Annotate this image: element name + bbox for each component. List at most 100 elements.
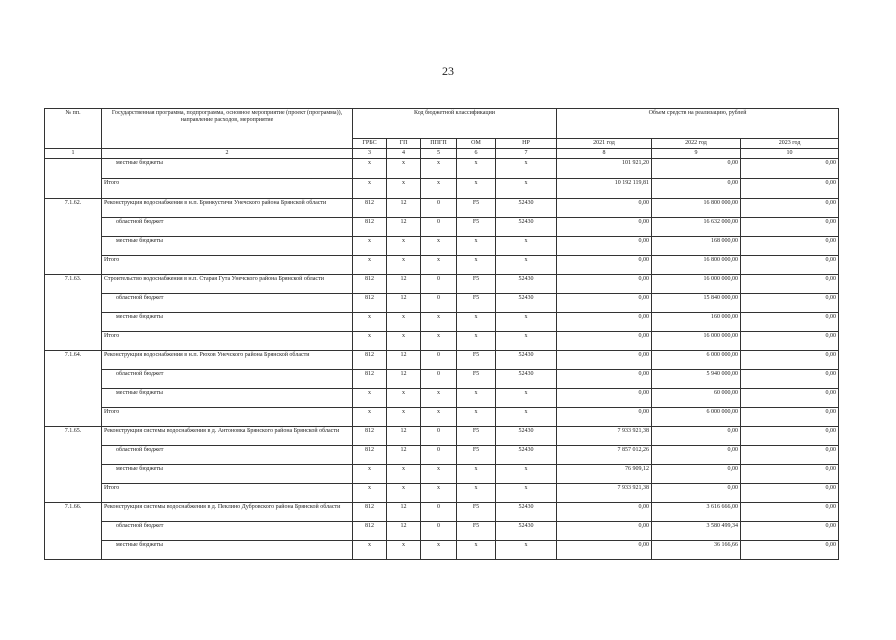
- code-cell: х: [386, 236, 421, 256]
- amount-cell: 6 000 000,00: [651, 350, 742, 370]
- table-row: областной бюджет 812 12 0 F5 52430 0,00 3 580 4…: [45, 521, 840, 541]
- code-cell: 12: [386, 502, 421, 522]
- code-cell: 52430: [494, 521, 558, 541]
- row-number: 7.1.65.: [44, 426, 102, 503]
- amount-cell: 0,00: [651, 445, 742, 465]
- code-cell: х: [494, 312, 558, 332]
- code-cell: 812: [352, 521, 387, 541]
- code-cell: F5: [456, 426, 496, 446]
- code-cell: х: [494, 331, 558, 351]
- row-name: Итого: [101, 483, 353, 503]
- budget-table: № пп. Государственная программа, подпрог…: [44, 108, 840, 560]
- code-cell: 52430: [494, 274, 558, 294]
- code-cell: х: [494, 236, 558, 256]
- code-cell: х: [420, 464, 457, 484]
- amount-cell: 0,00: [740, 198, 840, 218]
- amount-cell: 168 000,00: [651, 236, 742, 256]
- amount-cell: 0,00: [740, 158, 840, 179]
- code-cell: 0: [420, 445, 457, 465]
- code-cell: х: [456, 255, 496, 275]
- row-name: областной бюджет: [101, 293, 353, 313]
- amount-cell: 0,00: [740, 540, 840, 560]
- code-cell: 812: [352, 445, 387, 465]
- code-cell: 812: [352, 502, 387, 522]
- code-cell: 0: [420, 350, 457, 370]
- code-cell: 12: [386, 445, 421, 465]
- header-amount: Объем средств на реализацию, рублей: [556, 108, 840, 139]
- amount-cell: 16 000 000,00: [651, 331, 742, 351]
- code-cell: 52430: [494, 426, 558, 446]
- table-row: областной бюджет 812 12 0 F5 52430 0,00 15 840 …: [45, 293, 840, 313]
- code-cell: х: [352, 312, 387, 332]
- subheader-cell: ГРБС: [352, 138, 387, 149]
- code-cell: х: [494, 388, 558, 408]
- column-number: 6: [456, 148, 496, 159]
- code-cell: F5: [456, 293, 496, 313]
- row-name: областной бюджет: [101, 217, 353, 237]
- code-cell: х: [456, 540, 496, 560]
- column-number: 3: [352, 148, 387, 159]
- table-row: областной бюджет 812 12 0 F5 52430 0,00 16 632 …: [45, 217, 840, 237]
- amount-cell: 0,00: [556, 312, 653, 332]
- table-row: 7.1.65. Реконструкция системы водоснабжен…: [44, 426, 840, 503]
- code-cell: х: [386, 331, 421, 351]
- code-cell: х: [420, 158, 457, 179]
- code-cell: х: [352, 331, 387, 351]
- code-cell: 0: [420, 502, 457, 522]
- table-row: 7.1.64. Реконструкция водоснабжения в н.п…: [44, 350, 840, 427]
- amount-cell: 36 166,66: [651, 540, 742, 560]
- row-number: 7.1.66.: [44, 502, 102, 560]
- amount-cell: 16 000 000,00: [651, 274, 742, 294]
- table-row: областной бюджет 812 12 0 F5 52430 0,00 5 940 0…: [45, 369, 840, 389]
- code-cell: х: [420, 407, 457, 427]
- table-row: Итого х х х х х 7 933 921,38 0,00 0,00: [45, 483, 840, 503]
- code-cell: 812: [352, 274, 387, 294]
- code-cell: х: [494, 540, 558, 560]
- amount-cell: 0,00: [740, 217, 840, 237]
- amount-cell: 5 940 000,00: [651, 369, 742, 389]
- amount-cell: 0,00: [740, 293, 840, 313]
- code-cell: 0: [420, 217, 457, 237]
- code-cell: х: [420, 388, 457, 408]
- code-cell: х: [420, 255, 457, 275]
- amount-cell: 0,00: [651, 426, 742, 446]
- column-number: 8: [556, 148, 653, 159]
- code-cell: F5: [456, 217, 496, 237]
- code-cell: 52430: [494, 217, 558, 237]
- code-cell: х: [456, 483, 496, 503]
- code-cell: 12: [386, 274, 421, 294]
- amount-cell: 0,00: [556, 217, 653, 237]
- row-name: местные бюджеты: [101, 388, 353, 408]
- code-cell: 812: [352, 293, 387, 313]
- amount-cell: 0,00: [556, 502, 653, 522]
- column-number: 7: [494, 148, 558, 159]
- code-cell: х: [420, 312, 457, 332]
- subheader-cell: ГП: [386, 138, 421, 149]
- code-cell: х: [420, 483, 457, 503]
- row-name: Итого: [101, 407, 353, 427]
- row-name: Итого: [101, 178, 353, 199]
- amount-cell: 0,00: [556, 369, 653, 389]
- code-cell: х: [386, 483, 421, 503]
- table-row: местные бюджеты х х х х х 0,00 160 000,00 0,00: [45, 312, 840, 332]
- amount-cell: 0,00: [740, 312, 840, 332]
- subheader-cell: 2022 год: [651, 138, 742, 149]
- code-cell: х: [352, 407, 387, 427]
- amount-cell: 7 857 012,26: [556, 445, 653, 465]
- code-cell: 12: [386, 369, 421, 389]
- header-num: № пп.: [44, 108, 102, 149]
- code-cell: х: [456, 178, 496, 199]
- amount-cell: 15 840 000,00: [651, 293, 742, 313]
- row-name: местные бюджеты: [101, 540, 353, 560]
- table-row: Итого х х х х х 10 192 119,81 0,00 0,00: [45, 178, 840, 199]
- amount-cell: 0,00: [556, 293, 653, 313]
- code-cell: 812: [352, 198, 387, 218]
- code-cell: х: [352, 178, 387, 199]
- code-cell: 812: [352, 369, 387, 389]
- code-cell: 812: [352, 350, 387, 370]
- code-cell: F5: [456, 350, 496, 370]
- subheader-cell: НР: [494, 138, 558, 149]
- code-cell: F5: [456, 198, 496, 218]
- code-cell: х: [352, 158, 387, 179]
- column-number: 4: [386, 148, 421, 159]
